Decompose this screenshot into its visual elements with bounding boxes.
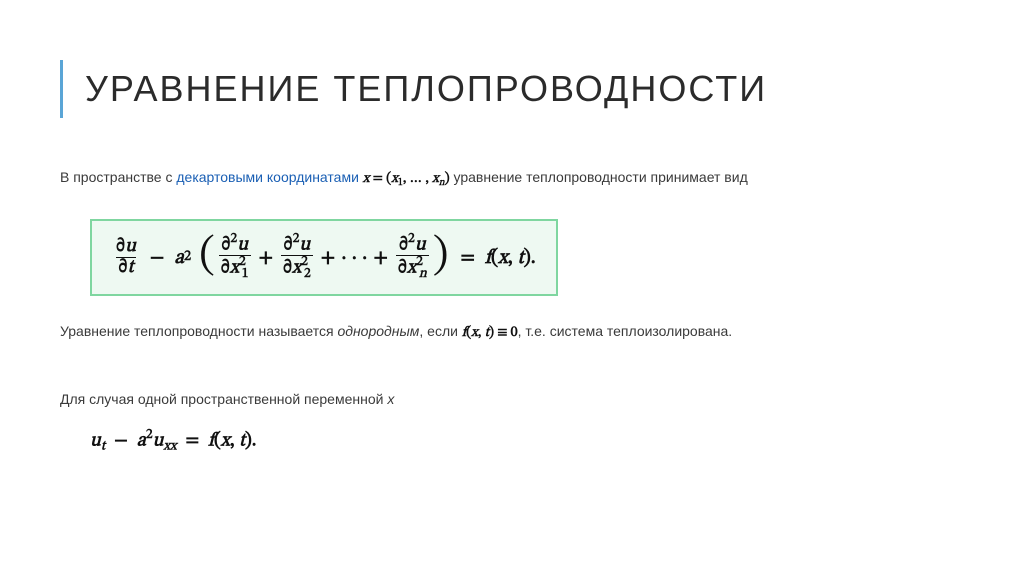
var-x: x	[387, 391, 394, 407]
link-cartesian-coordinates[interactable]: декартовыми координатами	[176, 169, 359, 185]
frac-d2u-dxn: ∂2u ∂x2n	[396, 233, 429, 282]
slide-title: УРАВНЕНИЕ ТЕПЛОПРОВОДНОСТИ	[85, 68, 767, 110]
paragraph-homogeneous: Уравнение теплопроводности называется од…	[60, 320, 964, 344]
p3-text-1: Для случая одной пространственной переме…	[60, 391, 387, 407]
frac-du-dt: ∂u ∂t	[114, 237, 138, 278]
title-block: УРАВНЕНИЕ ТЕПЛОПРОВОДНОСТИ	[60, 60, 964, 118]
p1-text-2: уравнение теплопроводности принимает вид	[453, 169, 747, 185]
frac-d2u-dx2: ∂2u ∂x22	[281, 233, 313, 282]
math-x-definition: x = (x1, … , xn)	[363, 172, 450, 186]
equation-heat-nd-block: ∂u ∂t − a2 ( ∂2u ∂x21 + ∂2u ∂x22	[90, 219, 964, 296]
p2-text-1: Уравнение теплопроводности называется	[60, 323, 337, 339]
equation-heat-nd: ∂u ∂t − a2 ( ∂2u ∂x21 + ∂2u ∂x22	[112, 233, 536, 282]
equation-heat-1d: ut − a2uxx = f(x, t).	[90, 425, 964, 458]
p2-text-3: , т.е. система теплоизолирована.	[518, 323, 733, 339]
paragraph-intro: В пространстве с декартовыми координатам…	[60, 166, 964, 191]
p1-text-1: В пространстве с	[60, 169, 176, 185]
slide: УРАВНЕНИЕ ТЕПЛОПРОВОДНОСТИ В пространств…	[0, 0, 1024, 574]
frac-d2u-dx1: ∂2u ∂x21	[219, 233, 251, 282]
math-f-zero: f(x, t) ≡ 0	[462, 326, 518, 340]
title-accent-bar	[60, 60, 63, 118]
term-homogeneous: однородным	[337, 323, 419, 339]
paragraph-1d: Для случая одной пространственной переме…	[60, 388, 964, 410]
slide-body: В пространстве с декартовыми координатам…	[60, 166, 964, 458]
p2-text-2: , если	[419, 323, 461, 339]
equation-highlight-box: ∂u ∂t − a2 ( ∂2u ∂x21 + ∂2u ∂x22	[90, 219, 558, 296]
eq-rhs: f(x, t).	[485, 242, 536, 274]
